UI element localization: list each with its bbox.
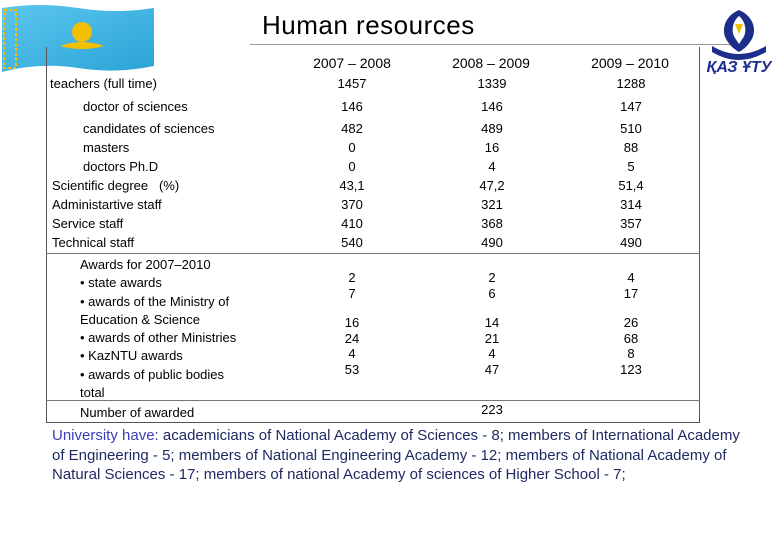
table-cell: 21 bbox=[484, 330, 500, 346]
table-cell: 16 bbox=[344, 315, 360, 330]
table-divider bbox=[46, 400, 700, 401]
table-cell: 482 bbox=[341, 121, 363, 136]
table-divider bbox=[46, 253, 700, 254]
table-cell: 2 bbox=[348, 270, 356, 285]
awards-item: • KazNTU awards bbox=[80, 348, 183, 364]
table-cell: 88 bbox=[623, 140, 639, 155]
table-cell: 489 bbox=[481, 121, 503, 136]
table-cell: 490 bbox=[481, 235, 503, 250]
table-cell: 2 bbox=[488, 270, 496, 285]
awards-values: 26 68 8 123 bbox=[591, 315, 671, 377]
kazakhstan-flag bbox=[2, 5, 154, 72]
number-awarded-value: 223 bbox=[481, 402, 503, 417]
note-text: academicians of National Academy of Scie… bbox=[52, 427, 740, 484]
number-awarded-label: Number of awarded bbox=[80, 405, 195, 420]
table-cell: 24 bbox=[344, 330, 360, 346]
table-cell: 16 bbox=[484, 140, 500, 155]
table-cell: 410 bbox=[341, 216, 363, 231]
table-cell: 123 bbox=[620, 361, 642, 377]
table-cell: 540 bbox=[341, 235, 363, 250]
column-header: 2007 – 2008 bbox=[313, 55, 391, 71]
table-frame bbox=[46, 47, 700, 423]
awards-item: Education & Science bbox=[80, 311, 200, 327]
awards-values: 16 24 4 53 bbox=[312, 315, 392, 377]
awards-values: 2 7 bbox=[312, 270, 392, 301]
university-note: University have: academicians of Nationa… bbox=[52, 426, 752, 485]
awards-values: 4 17 bbox=[591, 270, 671, 301]
table-cell: 47,2 bbox=[479, 178, 505, 193]
awards-item: total bbox=[80, 385, 105, 401]
table-cell: 370 bbox=[341, 197, 363, 212]
university-logo: ҚАЗ ҰТУ bbox=[706, 10, 773, 74]
awards-values: 2 6 bbox=[452, 270, 532, 301]
awards-item: • awards of the Ministry of bbox=[80, 293, 230, 309]
table-cell: 314 bbox=[620, 197, 642, 212]
table-cell: 1288 bbox=[616, 76, 646, 91]
title-divider bbox=[250, 44, 730, 45]
table-cell: 6 bbox=[488, 285, 496, 301]
table-cell: 53 bbox=[344, 361, 360, 377]
row-label: teachers (full time) bbox=[50, 76, 157, 91]
page-title: Human resources bbox=[262, 10, 475, 40]
table-cell: 4 bbox=[488, 159, 496, 174]
awards-label-list: Awards for 2007–2010 • state awards • aw… bbox=[80, 256, 280, 402]
table-cell: 0 bbox=[348, 159, 356, 174]
column-header: 2009 – 2010 bbox=[591, 55, 669, 71]
table-cell: 8 bbox=[627, 346, 635, 361]
row-label: Service staff bbox=[52, 216, 124, 231]
row-label: masters bbox=[83, 140, 130, 155]
table-cell: 1457 bbox=[337, 76, 367, 91]
row-label: Scientific degree (%) bbox=[52, 178, 180, 193]
table-cell: 4 bbox=[627, 270, 635, 285]
table-cell: 146 bbox=[341, 99, 363, 114]
table-cell: 147 bbox=[620, 99, 642, 114]
row-label: Technical staff bbox=[52, 235, 135, 250]
table-cell: 146 bbox=[481, 99, 503, 114]
table-cell: 0 bbox=[348, 140, 356, 155]
row-label: doctors Ph.D bbox=[83, 159, 159, 174]
table-cell: 7 bbox=[348, 285, 356, 301]
row-label: doctor of sciences bbox=[83, 99, 188, 114]
svg-text:ҚАЗ ҰТУ: ҚАЗ ҰТУ bbox=[706, 59, 772, 74]
table-cell: 4 bbox=[348, 346, 356, 361]
awards-heading: Awards for 2007–2010 bbox=[80, 257, 211, 272]
table-cell: 68 bbox=[623, 330, 639, 346]
table-cell: 1339 bbox=[477, 76, 507, 91]
table-cell: 490 bbox=[620, 235, 642, 250]
table-cell: 43,1 bbox=[339, 178, 365, 193]
row-label: Administartive staff bbox=[52, 197, 162, 212]
awards-item: • awards of public bodies bbox=[80, 366, 225, 382]
table-cell: 368 bbox=[481, 216, 503, 231]
table-cell: 510 bbox=[620, 121, 642, 136]
column-header: 2008 – 2009 bbox=[452, 55, 530, 71]
table-cell: 357 bbox=[620, 216, 642, 231]
awards-item: • awards of other Ministries bbox=[80, 330, 237, 346]
row-label: candidates of sciences bbox=[83, 121, 215, 136]
table-cell: 17 bbox=[623, 285, 639, 301]
table-cell: 51,4 bbox=[618, 178, 644, 193]
table-cell: 14 bbox=[484, 315, 500, 330]
awards-values: 14 21 4 47 bbox=[452, 315, 532, 377]
table-cell: 47 bbox=[484, 361, 500, 377]
table-cell: 4 bbox=[488, 346, 496, 361]
table-cell: 26 bbox=[623, 315, 639, 330]
awards-item: • state awards bbox=[80, 275, 162, 291]
table-cell: 5 bbox=[627, 159, 635, 174]
table-cell: 321 bbox=[481, 197, 503, 212]
note-lead: University have: bbox=[52, 427, 159, 444]
